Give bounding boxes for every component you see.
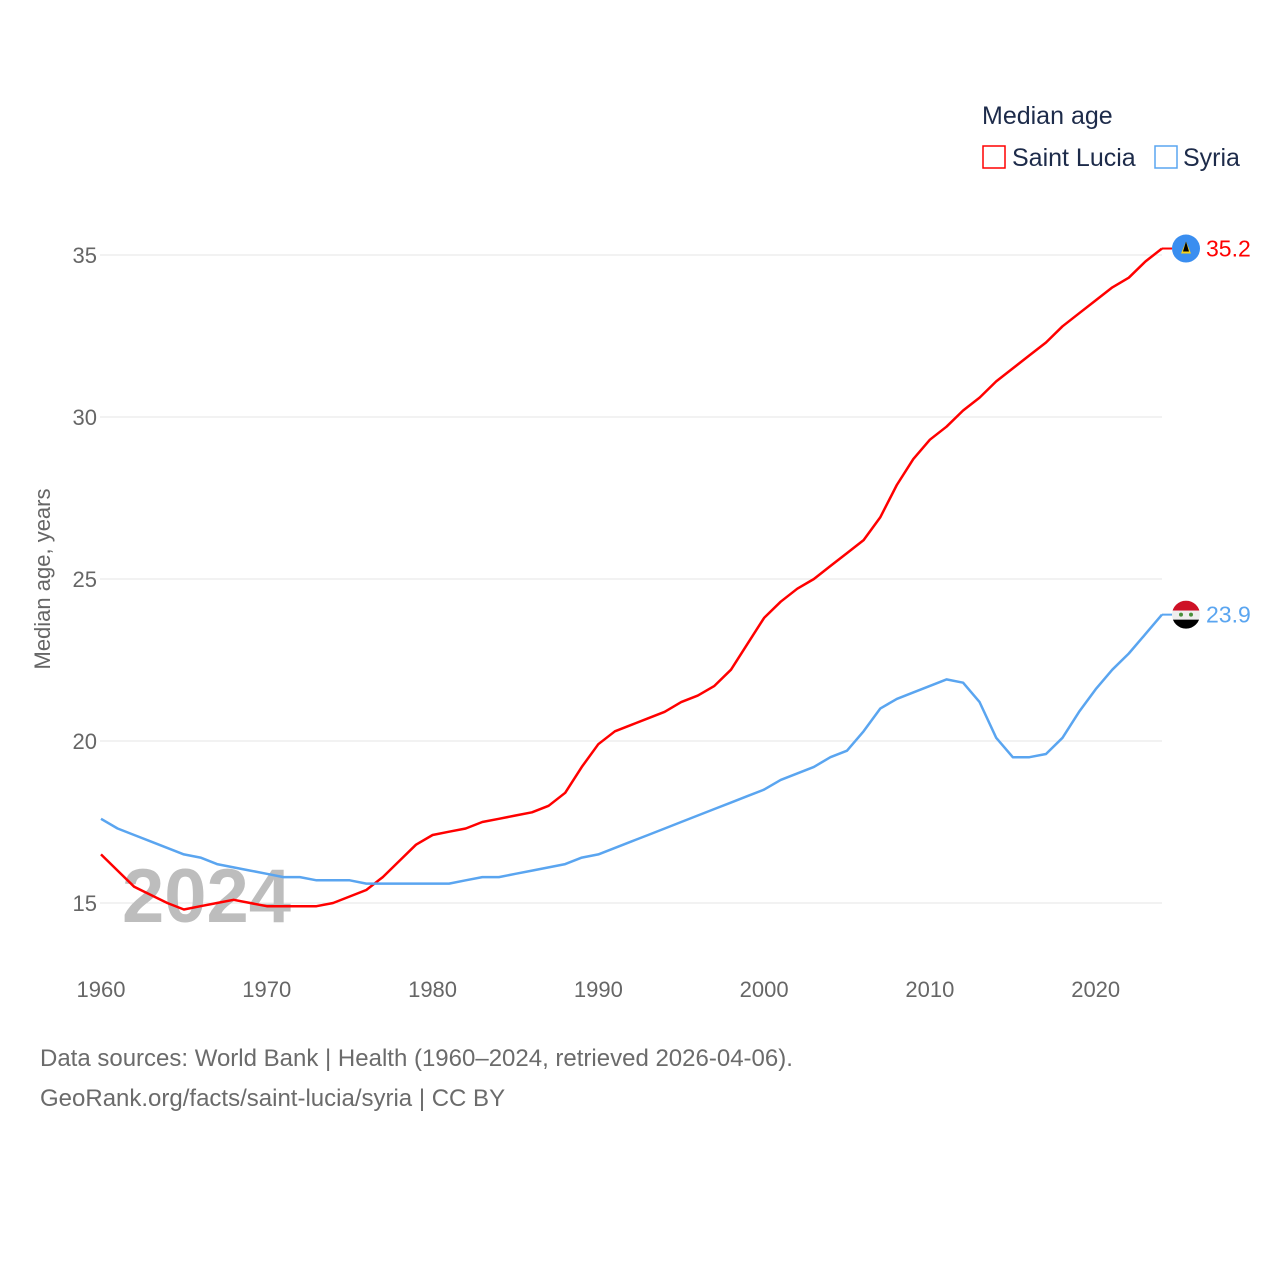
syria-flag-white — [1172, 610, 1200, 620]
syria-flag-star — [1179, 612, 1183, 617]
y-tick-label: 25 — [73, 567, 97, 592]
year-watermark: 2024 — [122, 854, 291, 939]
syria-flag-black — [1172, 619, 1200, 629]
series-line-saint-lucia — [100, 247, 1163, 911]
syria-flag-icon — [1172, 600, 1200, 611]
x-tick-label: 1980 — [408, 977, 457, 1002]
x-tick-label: 1970 — [242, 977, 291, 1002]
legend-label-syria: Syria — [1183, 144, 1240, 172]
end-value-label: 35.2 — [1206, 236, 1251, 262]
x-tick-label: 2010 — [905, 977, 954, 1002]
data-source-note: Data sources: World Bank | Health (1960–… — [40, 1045, 793, 1072]
x-tick-label: 2000 — [740, 977, 789, 1002]
legend-swatch-saint-lucia — [982, 145, 1006, 169]
syria-flag-star — [1189, 612, 1193, 617]
attribution-link[interactable]: GeoRank.org/facts/saint-lucia/syria | CC… — [40, 1085, 506, 1112]
y-axis-label: Median age, years — [30, 489, 55, 670]
x-tick-label: 2020 — [1071, 977, 1120, 1002]
x-tick-label: 1960 — [77, 977, 126, 1002]
series-line-syria — [100, 613, 1163, 885]
legend-label-saint-lucia: Saint Lucia — [1012, 144, 1136, 172]
saint-lucia-flag-inner — [1183, 241, 1189, 252]
x-tick-label: 1990 — [574, 977, 623, 1002]
y-tick-label: 35 — [73, 243, 97, 268]
y-tick-label: 20 — [73, 729, 97, 754]
legend-title: Median age — [982, 102, 1113, 130]
end-value-label: 23.9 — [1206, 602, 1251, 628]
y-tick-label: 15 — [73, 891, 97, 916]
legend-swatch-syria — [1154, 145, 1178, 169]
y-tick-label: 30 — [73, 405, 97, 430]
